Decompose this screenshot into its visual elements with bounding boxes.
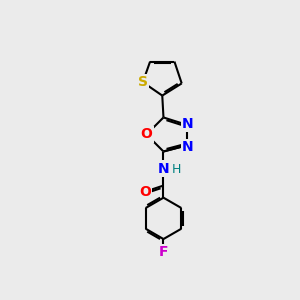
- Text: S: S: [138, 75, 148, 89]
- Text: N: N: [182, 140, 194, 154]
- Text: O: O: [140, 128, 152, 142]
- Text: O: O: [139, 184, 151, 199]
- Text: H: H: [171, 163, 181, 176]
- Text: N: N: [182, 116, 194, 130]
- Text: F: F: [159, 245, 168, 260]
- Text: N: N: [158, 161, 169, 176]
